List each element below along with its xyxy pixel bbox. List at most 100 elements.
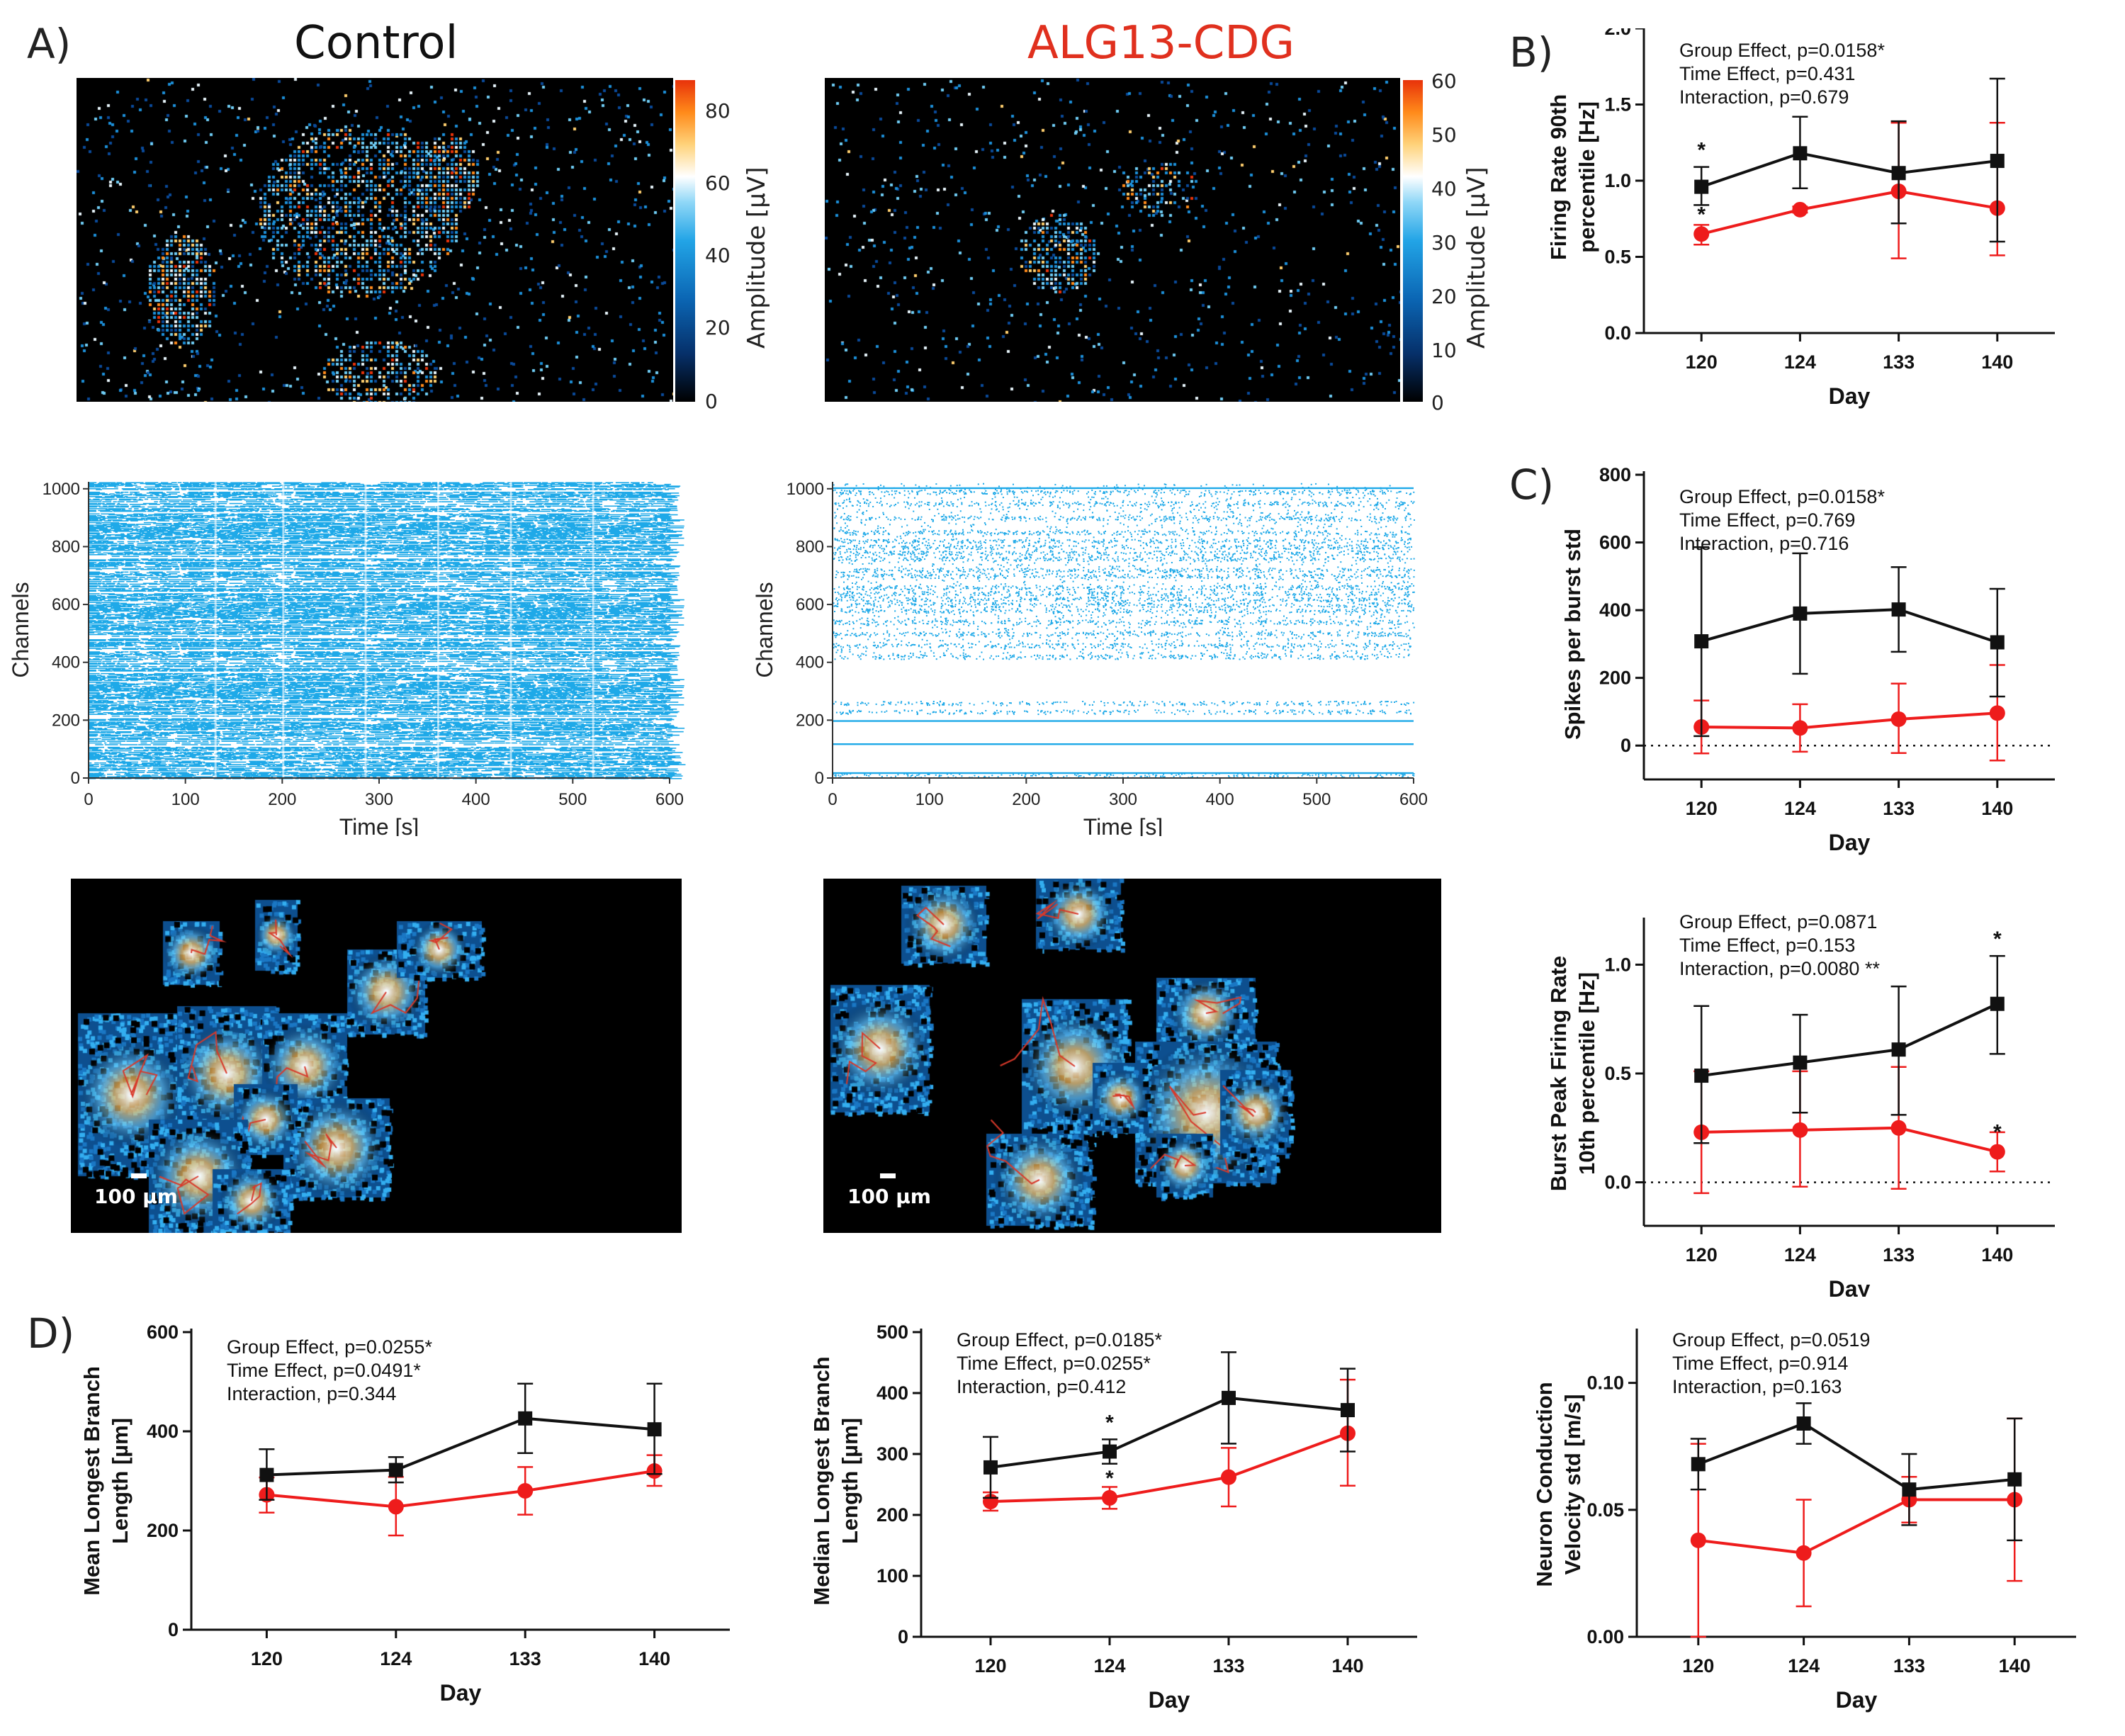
x-axis-label: Day [440, 1680, 482, 1706]
y-tick-label: 0 [898, 1626, 908, 1647]
x-tick-label: 140 [638, 1648, 670, 1669]
y-axis-label: percentile [Hz] [1574, 101, 1599, 253]
y-tick-label: 600 [52, 595, 80, 614]
data-point-control [1902, 1482, 1917, 1497]
neuron-footprint-map-control: 100 µm [71, 879, 682, 1233]
stat-annotation: Group Effect, p=0.0519 [1672, 1329, 1870, 1351]
panel-letter-d: D) [27, 1309, 75, 1358]
y-axis-label: Channels [8, 582, 33, 677]
data-point-control [1793, 146, 1808, 161]
y-axis-label: Length [µm] [838, 1418, 862, 1544]
x-tick-label: 120 [1682, 1655, 1714, 1676]
y-tick-label: 0.5 [1604, 247, 1631, 268]
x-tick-label: 140 [1981, 1244, 2013, 1266]
data-point-alg13 [517, 1483, 534, 1499]
series-line-alg13 [1701, 711, 1997, 730]
significance-star: * [1993, 1121, 2002, 1144]
series-line-control [1698, 1421, 2015, 1492]
y-tick-label: 400 [1599, 599, 1631, 621]
y-tick-label: 200 [877, 1504, 908, 1526]
raster-spikes [833, 483, 1415, 779]
chart-burst-peak-firing-rate: 0.0 0.5 1.0 120 124 133 140 Day Burst Peak Firin… [1546, 911, 2055, 1297]
colorbar-tick: 50 [1431, 123, 1457, 147]
y-tick-label: 200 [1599, 667, 1631, 689]
y-tick-label: 800 [1599, 464, 1631, 485]
neuron-footprint-map-alg13: 100 µm [823, 879, 1441, 1233]
data-point-control [1694, 1069, 1709, 1083]
significance-star: * [1697, 203, 1706, 226]
y-axis-label: Channels [752, 582, 777, 677]
colorbar-tick: 40 [705, 244, 731, 267]
data-point-alg13 [1690, 1532, 1706, 1548]
y-tick-label: 0.05 [1586, 1499, 1624, 1521]
amplitude-map-control-canvas [77, 78, 673, 402]
stat-annotation: Time Effect, p=0.431 [1679, 63, 1855, 84]
x-axis-label: Day [1836, 1687, 1878, 1713]
scale-bar-label: 100 µm [94, 1185, 178, 1208]
stat-annotation: Interaction, p=0.163 [1672, 1376, 1842, 1397]
series-line-alg13 [990, 1431, 1348, 1504]
y-tick-label: 600 [147, 1321, 179, 1343]
stat-annotation: Group Effect, p=0.0185* [957, 1329, 1162, 1351]
data-point-alg13 [1792, 201, 1808, 218]
x-axis-label: Day [1149, 1687, 1190, 1713]
y-tick-label: 200 [796, 711, 824, 730]
chart-firing-rate-90th: 0.0 0.5 1.0 1.5 2.0 120 124 133 140 Day Firing Rat… [1546, 28, 2055, 409]
data-point-control [983, 1460, 998, 1475]
scale-bar [131, 1173, 147, 1178]
y-tick-label: 0.10 [1586, 1373, 1624, 1394]
stat-annotation: Interaction, p=0.344 [227, 1383, 396, 1404]
x-tick-label: 140 [1981, 798, 2013, 819]
data-point-control [1691, 1457, 1706, 1472]
data-point-control [1796, 1416, 1811, 1431]
colorbar-control-label: Amplitude [µV] [743, 167, 771, 349]
y-axis-label: Length [µm] [108, 1418, 133, 1544]
series-line-alg13 [1698, 1498, 2015, 1555]
stat-annotation: Group Effect, p=0.0871 [1679, 911, 1877, 932]
series-line-alg13 [1701, 1126, 1998, 1154]
x-axis-label: Time [s] [1083, 814, 1163, 836]
x-axis-label: Time [s] [339, 814, 419, 836]
panel-letter-b: B) [1509, 28, 1554, 77]
y-tick-label: 0 [71, 769, 80, 788]
title-control: Control [294, 17, 458, 69]
data-point-alg13 [1792, 1122, 1808, 1138]
neuron-footprint-canvas-alg13 [823, 879, 1441, 1233]
x-tick-label: 133 [1883, 798, 1915, 819]
y-tick-label: 1.0 [1604, 954, 1631, 975]
data-point-control [1990, 154, 2005, 169]
significance-star: * [1105, 1411, 1114, 1434]
series-line-control [266, 1416, 655, 1477]
stat-annotation: Group Effect, p=0.0255* [227, 1336, 432, 1358]
stat-annotation: Time Effect, p=0.0491* [227, 1360, 421, 1381]
colorbar-tick: 60 [705, 171, 731, 195]
scale-bar [880, 1173, 896, 1178]
data-point-control [1891, 166, 1906, 181]
y-tick-label: 0 [815, 769, 824, 788]
data-point-alg13 [1102, 1489, 1117, 1506]
data-point-alg13 [1890, 1120, 1907, 1136]
stat-annotation: Interaction, p=0.412 [957, 1376, 1126, 1397]
data-point-control [1103, 1444, 1117, 1459]
data-point-control [259, 1467, 274, 1482]
series-line-control [1701, 608, 1998, 644]
y-tick-label: 400 [52, 653, 80, 672]
data-point-alg13 [1796, 1545, 1812, 1561]
y-tick-label: 0 [1620, 735, 1631, 756]
x-tick-label: 600 [655, 790, 684, 809]
x-tick-label: 300 [1109, 790, 1137, 809]
data-point-control [518, 1411, 533, 1426]
x-tick-label: 124 [1784, 798, 1816, 819]
y-axis-label: Burst Peak Firing Rate [1546, 956, 1571, 1191]
x-tick-label: 133 [509, 1648, 541, 1669]
x-tick-label: 200 [1012, 790, 1040, 809]
x-tick-label: 140 [1981, 351, 2013, 373]
x-tick-label: 133 [1883, 351, 1915, 373]
x-tick-label: 124 [1788, 1655, 1820, 1676]
data-point-alg13 [388, 1499, 404, 1515]
y-tick-label: 400 [147, 1421, 179, 1442]
data-point-control [1222, 1390, 1236, 1405]
colorbar-tick: 30 [1431, 231, 1457, 254]
colorbar-control [675, 80, 695, 402]
y-axis-label: Velocity std [m/s] [1560, 1394, 1585, 1575]
